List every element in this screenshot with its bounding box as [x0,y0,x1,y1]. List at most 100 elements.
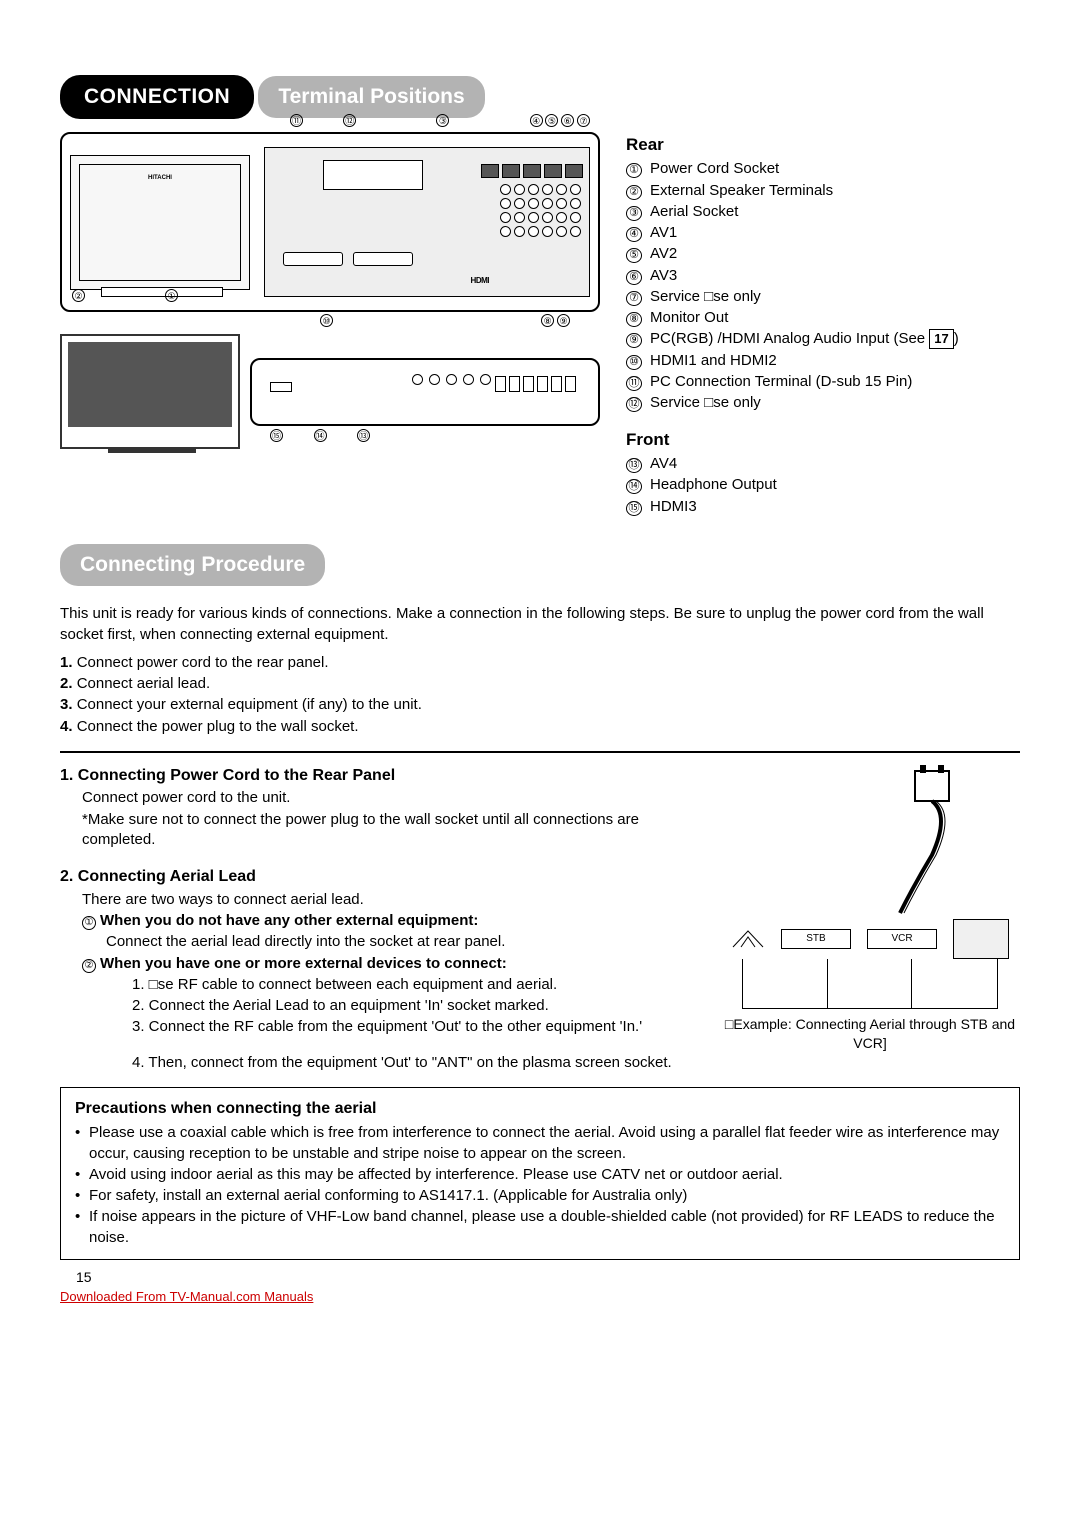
callout-num: ⑪ [290,114,303,127]
divider [60,751,1020,753]
list-num: ⑩ [626,355,642,370]
precaution-b3: For safety, install an external aerial c… [89,1186,687,1206]
rear-diagram: HITACHI HDMI ② ① [60,132,600,312]
precautions-title: Precautions when connecting the aerial [75,1098,1005,1120]
method2-step4: 4. Then, connect from the equipment 'Out… [60,1053,1020,1073]
procedure-steps: 1. Connect power cord to the rear panel.… [60,653,1020,737]
tv-front-illustration [60,334,240,449]
rear-panel-illustration: HDMI [264,147,590,297]
method1-text: Connect the aerial lead directly into th… [60,932,704,952]
callout-num: ⑮ [270,429,283,442]
diagram-bottom-callouts: ⑩ ⑧ ⑨ [320,314,570,329]
diagram-column: ⑪ ⑫ ③ ④ ⑤ ⑥ ⑦ HITACHI [60,132,600,449]
download-source-link[interactable]: Downloaded From TV-Manual.com Manuals [60,1289,313,1304]
callout-num: ⑨ [557,314,570,327]
step-num: 3. [60,696,73,713]
step-text: Connect your external equipment (if any)… [77,696,422,713]
list-text: Service □se only [650,287,761,307]
plug-icon [860,765,970,915]
list-text: Monitor Out [650,308,728,328]
list-text: Service □se only [650,393,761,413]
rear-terminal-list: ①Power Cord Socket ②External Speaker Ter… [626,159,1020,413]
list-num: ④ [626,227,642,242]
front-heading: Front [626,429,1020,452]
method1-bold: When you do not have any other external … [100,912,478,929]
aerial-caption: □Example: Connecting Aerial through STB … [720,1015,1020,1053]
terminal-positions-row: ⑪ ⑫ ③ ④ ⑤ ⑥ ⑦ HITACHI [60,132,1020,518]
list-num: ⑤ [626,248,642,263]
list-text: HDMI3 [650,497,697,517]
callout-num: ⑬ [357,429,370,442]
list-num: ⑦ [626,291,642,306]
list-text: AV4 [650,454,677,474]
callout-num: ⑭ [314,429,327,442]
page-ref-17: 17 [929,329,953,349]
list-num: ⑪ [626,376,642,391]
method2-step2: 2. Connect the Aerial Lead to an equipme… [60,996,704,1016]
list-num: ② [626,185,642,200]
method-num: ② [82,959,96,973]
list-text: HDMI1 and HDMI2 [650,351,777,371]
rear-heading: Rear [626,134,1020,157]
precaution-b1: Please use a coaxial cable which is free… [89,1123,1005,1164]
step-text: Connect the power plug to the wall socke… [77,718,359,735]
tv-box [953,919,1009,959]
hitachi-logo: HITACHI [148,174,172,182]
antenna-icon [731,927,765,951]
precaution-b2: Avoid using indoor aerial as this may be… [89,1165,783,1185]
front-callouts: ⑮ ⑭ ⑬ [270,429,370,442]
method-num: ① [82,916,96,930]
list-num: ① [626,163,642,178]
list-num: ⑫ [626,397,642,412]
bullet-icon: • [75,1165,85,1185]
procedure-intro: This unit is ready for various kinds of … [60,604,1020,645]
step-num: 4. [60,718,73,735]
page-footer: 15 Downloaded From TV-Manual.com Manuals [60,1268,1020,1306]
sub1-line1: Connect power cord to the unit. [60,788,704,808]
diagram-top-callouts: ⑪ ⑫ ③ ④ ⑤ ⑥ ⑦ [290,114,590,129]
front-panel-illustration [250,358,600,426]
page-number: 15 [76,1268,1020,1287]
list-text: PC Connection Terminal (D-sub 15 Pin) [650,372,912,392]
power-plug-illustration [860,765,970,915]
list-text: External Speaker Terminals [650,181,833,201]
tv-back-illustration: HITACHI [70,155,250,290]
hdmi-logo: HDMI [471,276,489,287]
list-num: ⑨ [626,333,642,348]
list-text: Headphone Output [650,475,777,495]
callout-num: ⑩ [320,314,333,327]
callout-num: ⑤ [545,114,558,127]
list-text: AV3 [650,266,677,286]
step-text: Connect power cord to the rear panel. [77,654,329,671]
bullet-icon: • [75,1207,85,1248]
step-text: Connect aerial lead. [77,675,210,692]
stb-box: STB [781,929,851,949]
step-num: 2. [60,675,73,692]
sub1-row: 1. Connecting Power Cord to the Rear Pan… [60,765,1020,1053]
list-num: ⑭ [626,479,642,494]
callout-num: ⑫ [343,114,356,127]
sub1-text: 1. Connecting Power Cord to the Rear Pan… [60,765,704,1039]
callout-num: ① [165,289,178,302]
precaution-b4: If noise appears in the picture of VHF-L… [89,1207,1005,1248]
callout-num: ⑦ [577,114,590,127]
front-diagram-row: ⑮ ⑭ ⑬ [60,334,600,449]
sub1-title: 1. Connecting Power Cord to the Rear Pan… [60,765,704,787]
right-illustrations: STB VCR □Example: Connecting Aerial thro… [720,765,1020,1053]
precautions-box: Precautions when connecting the aerial •… [60,1087,1020,1260]
bullet-icon: • [75,1123,85,1164]
aerial-connection-diagram: STB VCR □Example: Connecting Aerial thro… [720,919,1020,1053]
terminal-list-column: Rear ①Power Cord Socket ②External Speake… [626,132,1020,518]
callout-num: ③ [436,114,449,127]
sub2-intro: There are two ways to connect aerial lea… [60,890,704,910]
list-text: PC(RGB) /HDMI Analog Audio Input (See 17… [650,329,959,349]
list-num: ⑮ [626,501,642,516]
method2-step3: 3. Connect the RF cable from the equipme… [60,1017,704,1037]
method2-step1: 1. □se RF cable to connect between each … [60,975,704,995]
sub1-line2: *Make sure not to connect the power plug… [60,810,704,851]
list-num: ⑥ [626,270,642,285]
method2-bold: When you have one or more external devic… [100,955,507,972]
bullet-icon: • [75,1186,85,1206]
front-terminal-list: ⑬AV4 ⑭Headphone Output ⑮HDMI3 [626,454,1020,517]
vcr-box: VCR [867,929,937,949]
